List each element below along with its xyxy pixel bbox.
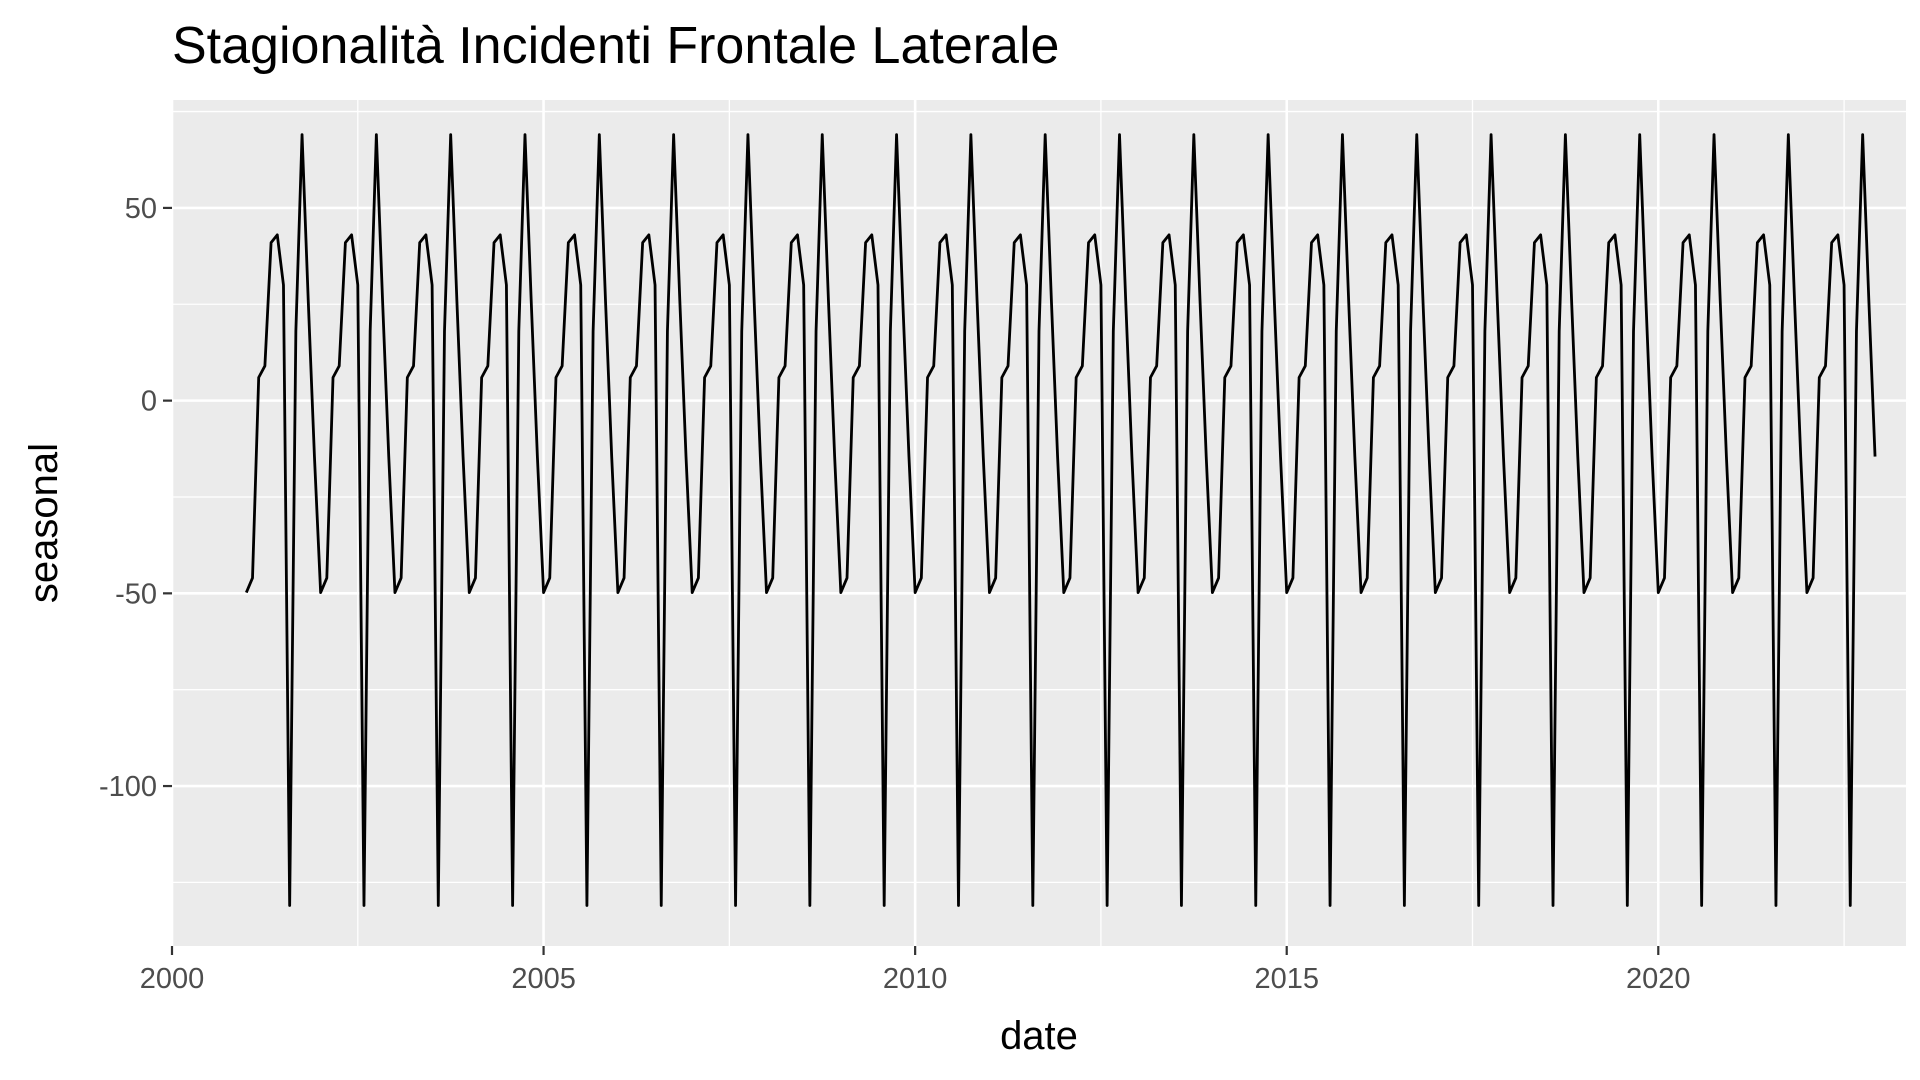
x-tick-label: 2015 bbox=[1254, 963, 1319, 995]
x-tick-label: 2010 bbox=[883, 963, 948, 995]
seasonal-series-line bbox=[245, 133, 1877, 907]
x-axis-ticks bbox=[170, 946, 1660, 955]
x-tick-label: 2000 bbox=[140, 963, 205, 995]
y-axis-ticks bbox=[163, 206, 172, 788]
x-axis-title: date bbox=[1000, 1014, 1078, 1058]
y-axis-title: seasonal bbox=[22, 443, 66, 603]
minor-x-gridlines bbox=[357, 100, 1845, 946]
y-tick-label: 0 bbox=[141, 386, 157, 418]
y-axis-labels: 50 0 -50 -100 bbox=[99, 193, 157, 803]
plot-panel bbox=[172, 100, 1906, 946]
chart-title: Stagionalità Incidenti Frontale Laterale bbox=[172, 17, 1059, 75]
x-tick-label: 2005 bbox=[511, 963, 576, 995]
y-tick-label: -100 bbox=[99, 771, 157, 803]
series-layer bbox=[245, 133, 1877, 907]
y-tick-label: 50 bbox=[125, 193, 157, 225]
x-axis: 2000 2005 2010 2015 2020 bbox=[140, 946, 1691, 995]
x-axis-labels: 2000 2005 2010 2015 2020 bbox=[140, 963, 1691, 995]
y-tick-label: -50 bbox=[115, 578, 157, 610]
x-tick-label: 2020 bbox=[1626, 963, 1691, 995]
major-x-gridlines bbox=[170, 100, 1660, 946]
y-axis: 50 0 -50 -100 bbox=[99, 193, 172, 803]
